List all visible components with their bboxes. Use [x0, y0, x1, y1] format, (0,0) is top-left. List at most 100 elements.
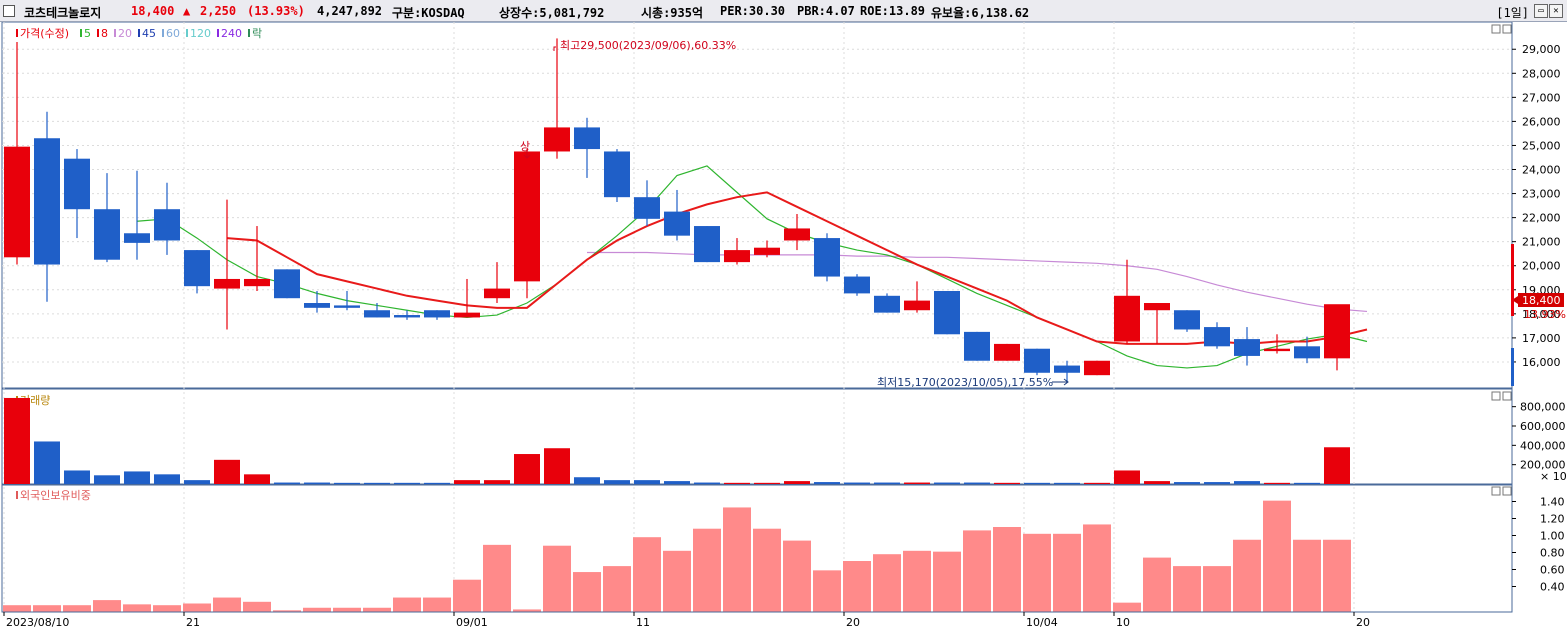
candle-body: [274, 269, 300, 299]
trade-volume: 4,247,892: [317, 4, 383, 18]
volume-bar: [154, 474, 180, 484]
candle-body: [784, 228, 810, 241]
foreign-ownership-bar: [843, 561, 871, 612]
candle-body: [514, 151, 540, 282]
legend-item: 8: [101, 27, 108, 40]
legend-swatch: [97, 29, 99, 37]
stock-chart[interactable]: 가격(수정) 5 8 20 45 60 120 240 락 최고29,500(2023/09/0…: [0, 22, 1567, 630]
candle-body: [424, 310, 450, 318]
price-legend: 가격(수정) 5 8 20 45 60 120 240 락: [16, 27, 262, 40]
legend-swatch: [138, 29, 140, 37]
candle-body: [994, 343, 1020, 361]
volume-bar: [124, 471, 150, 484]
volume-bar: [334, 482, 360, 484]
volume-bar: [664, 481, 690, 484]
foreign-axis-label: 1.00: [1540, 530, 1565, 543]
candle-body: [964, 331, 990, 361]
legend-swatch: [16, 29, 18, 37]
panel-buttons[interactable]: [1491, 24, 1512, 496]
close-icon[interactable]: ✕: [1549, 4, 1563, 18]
volume-bar: [364, 482, 390, 484]
price-axis-label: 27,000: [1522, 91, 1561, 104]
foreign-ownership-bar: [633, 537, 661, 612]
listed-shares: 상장수:5,081,792: [499, 6, 605, 20]
candle-body: [544, 127, 570, 152]
foreign-ownership-bar: [153, 605, 181, 612]
foreign-ownership-bar: [693, 528, 721, 612]
volume-bar: [1024, 482, 1050, 484]
volume-bar: [754, 482, 780, 484]
candle-body: [604, 151, 630, 198]
legend-swatch: [114, 29, 116, 37]
candle-body: [1234, 339, 1260, 356]
price-panel-minimize-icon[interactable]: [1491, 24, 1501, 34]
foreign-ownership-bar: [573, 572, 601, 612]
volume-axis-label: 800,000: [1520, 401, 1566, 414]
candle-body: [664, 211, 690, 236]
price-axis-label: 28,000: [1522, 67, 1561, 80]
legend-item: 60: [166, 27, 180, 40]
volume-bar: [1294, 482, 1320, 484]
candle-body: [1174, 310, 1200, 330]
foreign-panel-minimize-icon[interactable]: [1491, 486, 1501, 496]
foreign-ownership-bar: [93, 600, 121, 612]
volume-bar: [904, 482, 930, 484]
foreign-ownership-bar: [1053, 533, 1081, 612]
select-checkbox[interactable]: [3, 5, 15, 17]
volume-bar: [544, 448, 570, 484]
price-axis: 29,000 28,000 27,000 26,000 25,000 24,000 23,0…: [1512, 43, 1561, 369]
candle-body: [94, 209, 120, 260]
legend-item: 가격(수정): [20, 27, 69, 40]
price-panel-close-icon[interactable]: [1502, 24, 1512, 34]
legend-swatch: [248, 29, 250, 37]
volume-bar: [4, 397, 30, 484]
legend-item: 120: [190, 27, 211, 40]
volume-bar: [514, 454, 540, 484]
candle-body: [1324, 304, 1350, 359]
candle-body: [214, 278, 240, 289]
candle-body: [904, 300, 930, 311]
foreign-ownership-bar: [3, 605, 31, 612]
foreign-ownership-bar: [903, 550, 931, 612]
candle-body: [364, 310, 390, 318]
candle-body: [754, 247, 780, 255]
price-axis-label: 18,000: [1522, 308, 1561, 321]
volume-bar: [1144, 481, 1170, 484]
period-selector[interactable]: [1일]: [1496, 6, 1529, 20]
current-price-tag-bg: [1518, 293, 1564, 307]
candle-body: [184, 250, 210, 287]
date-axis-label: 2023/08/10: [6, 616, 69, 629]
legend-item: 45: [142, 27, 156, 40]
candle-body: [694, 226, 720, 263]
per-value: PER:30.30: [720, 4, 786, 18]
candle-body: [724, 250, 750, 263]
volume-bar: [34, 441, 60, 484]
candle-body: [574, 127, 600, 150]
price-change-pct: (13.93%): [247, 4, 305, 18]
legend-swatch: [162, 29, 164, 37]
foreign-ownership-bar: [1263, 500, 1291, 612]
volume-panel-close-icon[interactable]: [1502, 391, 1512, 401]
high-annotation: 최고29,500(2023/09/06),60.33%: [560, 39, 736, 52]
volume-bar: [814, 482, 840, 484]
foreign-panel-close-icon[interactable]: [1502, 486, 1512, 496]
price-axis-label: 16,000: [1522, 356, 1561, 369]
foreign-ownership-bar: [513, 609, 541, 612]
foreign-ownership-bar: [1233, 539, 1261, 612]
volume-panel-minimize-icon[interactable]: [1491, 391, 1501, 401]
foreign-axis-label: 0.40: [1540, 581, 1565, 594]
volume-bar: [634, 480, 660, 484]
restore-icon[interactable]: ▭: [1534, 4, 1548, 18]
legend-swatch: [80, 29, 82, 37]
volume-bar: [94, 475, 120, 484]
volume-bar: [184, 480, 210, 484]
foreign-ownership-bar: [453, 579, 481, 612]
foreign-axis-label: 1.40: [1540, 496, 1565, 509]
legend-item: 락: [252, 27, 262, 40]
price-axis-label: 22,000: [1522, 212, 1561, 225]
candle-body: [154, 209, 180, 241]
market-type: 구분:KOSDAQ: [392, 6, 465, 20]
volume-axis-label: 400,000: [1520, 439, 1566, 452]
volume-bar: [1054, 482, 1080, 484]
reserve-ratio: 유보율:6,138.62: [931, 6, 1030, 20]
